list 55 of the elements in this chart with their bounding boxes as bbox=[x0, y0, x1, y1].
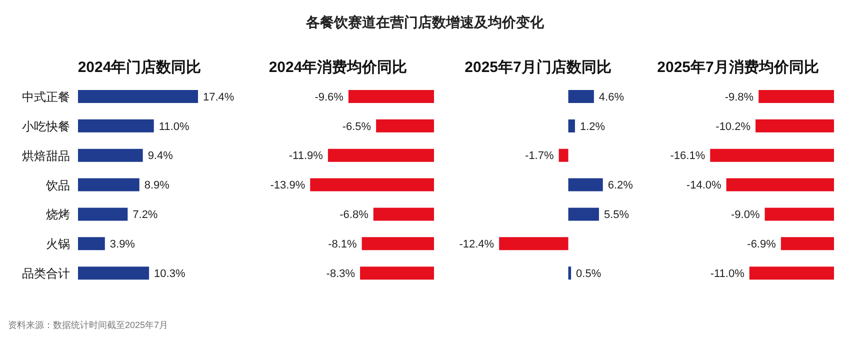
data-label: 6.2% bbox=[608, 180, 634, 192]
data-label: 10.3% bbox=[154, 268, 186, 280]
data-label: 3.9% bbox=[110, 238, 136, 250]
data-label: -8.1% bbox=[328, 238, 358, 250]
data-label: 0.5% bbox=[576, 268, 602, 280]
bar bbox=[568, 119, 575, 132]
y-tick-label: 烘焙甜品 bbox=[22, 148, 70, 163]
bar bbox=[568, 178, 603, 192]
bar bbox=[78, 237, 105, 250]
bar bbox=[499, 237, 568, 250]
data-label: -11.9% bbox=[288, 150, 324, 162]
data-label: -11.0% bbox=[710, 268, 745, 280]
data-label: 8.9% bbox=[144, 180, 170, 192]
y-tick-label: 烧烤 bbox=[46, 208, 70, 222]
data-label: -6.5% bbox=[342, 120, 372, 133]
chart-title: 2025年7月消费均价同比 bbox=[657, 58, 819, 78]
bar bbox=[568, 208, 599, 221]
chart-title: 2024年消费均价同比 bbox=[268, 58, 408, 78]
data-label: -6.9% bbox=[747, 238, 776, 250]
bar bbox=[78, 266, 150, 280]
bar bbox=[78, 119, 154, 132]
y-tick-label: 中式正餐 bbox=[22, 90, 70, 104]
bar bbox=[568, 90, 594, 103]
data-label: 17.4% bbox=[203, 91, 234, 104]
data-label: -8.3% bbox=[326, 268, 356, 280]
data-label: -14.0% bbox=[686, 180, 722, 192]
data-label: -16.1% bbox=[670, 150, 706, 162]
bar bbox=[78, 90, 198, 103]
y-tick-label: 品类合计 bbox=[22, 266, 70, 281]
bar bbox=[568, 266, 572, 280]
data-label: 5.5% bbox=[604, 209, 630, 222]
data-label: -1.7% bbox=[525, 150, 554, 162]
chart-title: 2025年7月门店数同比 bbox=[464, 58, 612, 78]
data-label: 11.0% bbox=[158, 120, 190, 133]
bar bbox=[558, 148, 568, 162]
data-label: -9.8% bbox=[724, 91, 754, 104]
text: 资料来源：数据统计时间截至2025年7月 bbox=[8, 319, 168, 332]
data-label: -12.4% bbox=[459, 238, 494, 250]
data-label: -9.0% bbox=[731, 209, 760, 222]
data-label: -13.9% bbox=[270, 180, 306, 192]
data-label: -9.6% bbox=[314, 91, 344, 104]
text: 各餐饮赛道在营门店数增速及均价变化 bbox=[304, 13, 545, 32]
bar bbox=[78, 208, 128, 221]
bar bbox=[78, 178, 140, 192]
y-tick-label: 小吃快餐 bbox=[22, 119, 70, 134]
chart-title: 2024年门店数同比 bbox=[78, 58, 202, 78]
data-label: 1.2% bbox=[580, 120, 606, 133]
y-tick-label: 饮品 bbox=[45, 178, 70, 192]
data-label: 9.4% bbox=[148, 150, 174, 162]
data-label: 4.6% bbox=[598, 91, 624, 104]
data-label: 7.2% bbox=[132, 209, 158, 222]
data-label: -6.8% bbox=[340, 209, 369, 222]
y-tick-label: 火锅 bbox=[46, 237, 70, 252]
data-label: -10.2% bbox=[716, 120, 751, 133]
bar bbox=[78, 148, 143, 162]
